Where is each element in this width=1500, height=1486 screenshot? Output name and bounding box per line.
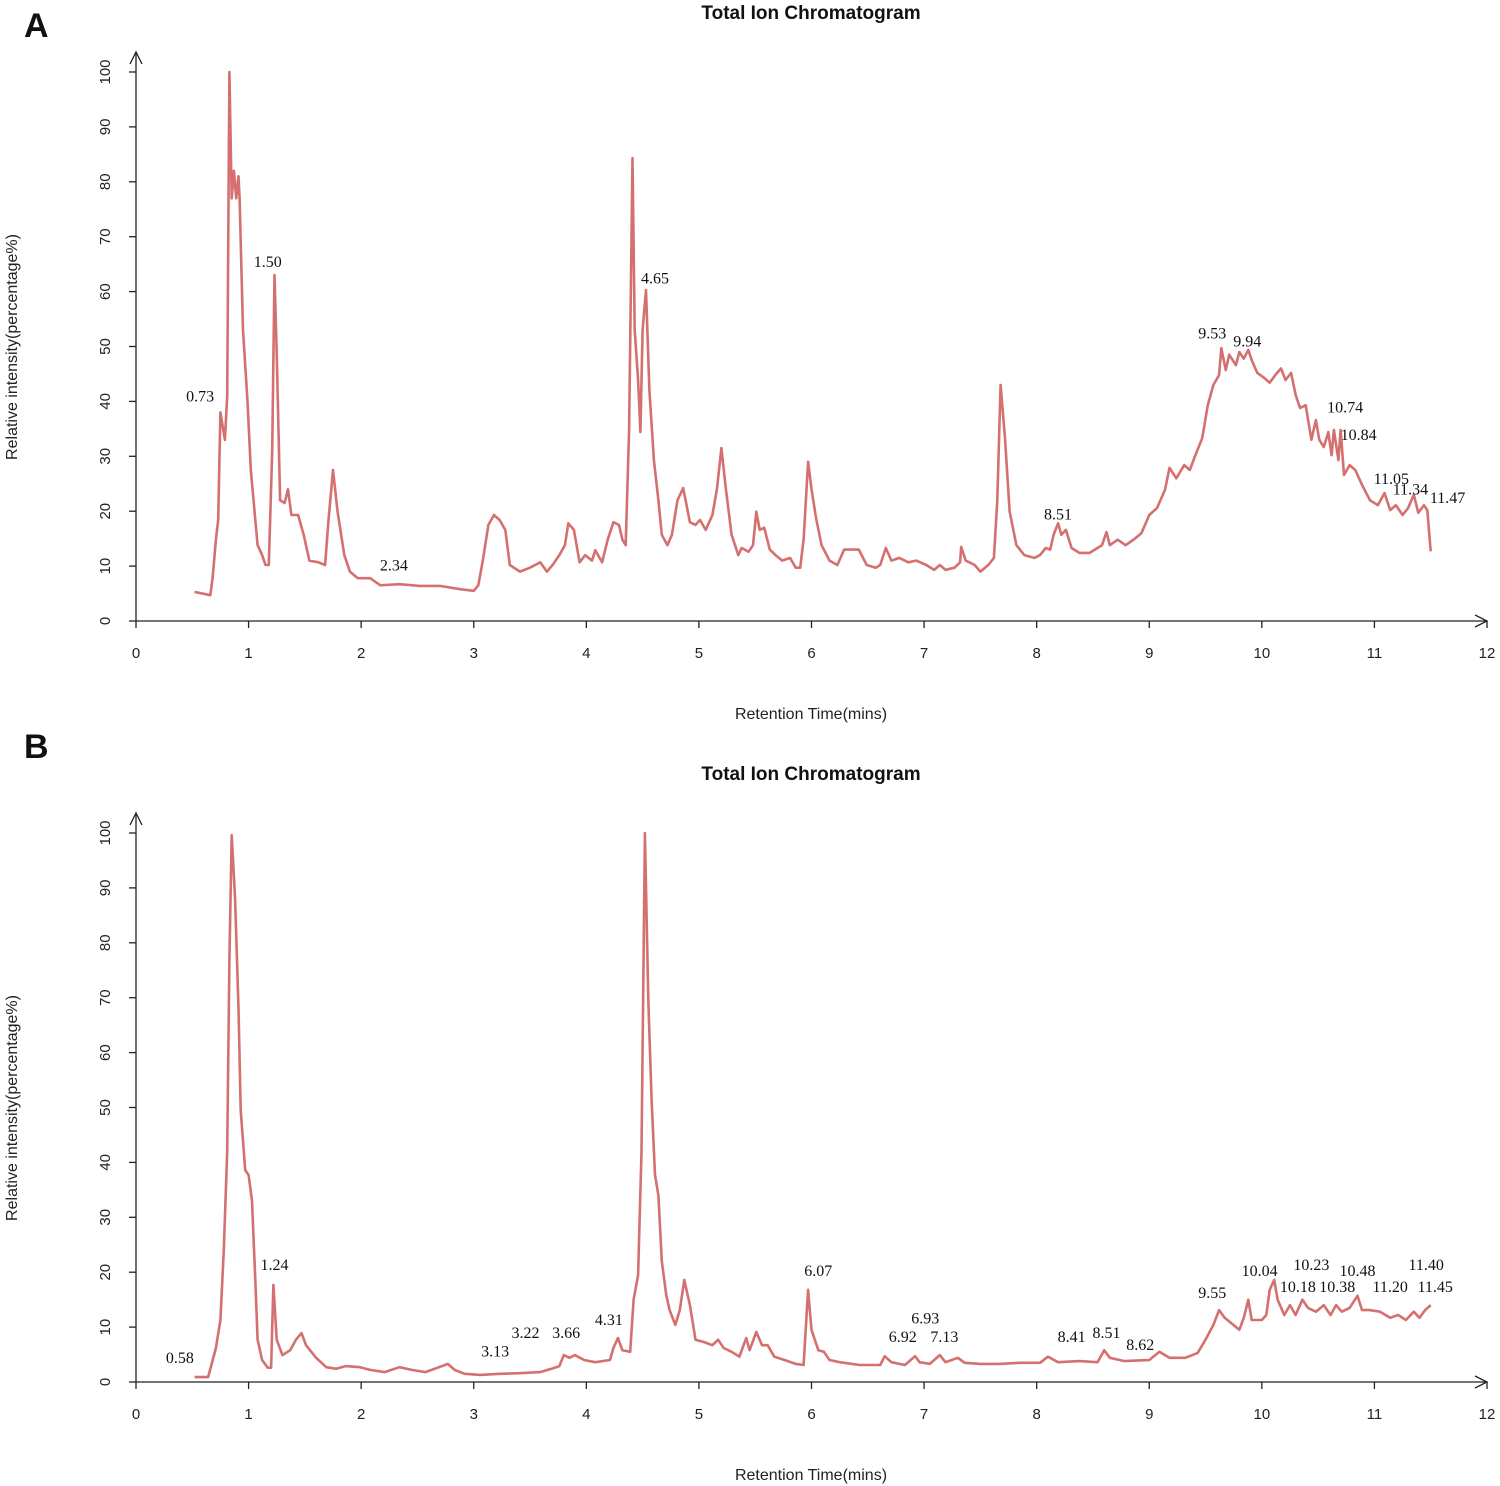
panel-b: B Total Ion Chromatogram Retention Time(… [4,728,1495,1484]
y-tick-label: 10 [97,1319,114,1336]
y-tick-label: 60 [97,283,114,300]
peak-annotation: 8.62 [1126,1337,1154,1354]
peak-annotation: 1.50 [254,254,282,271]
peak-annotation: 10.48 [1340,1263,1376,1280]
plot-area: 0 1 2 3 4 5 6 7 8 9 10 11 1201020304050607080901000.… [97,50,1496,662]
chromatogram-trace [194,831,1432,1379]
peak-annotation: 11.05 [1374,471,1409,488]
peak-annotation: 0.58 [166,1350,194,1367]
x-tick-label: 11 [1367,1406,1383,1423]
peak-annotation: 3.22 [512,1325,540,1342]
peak-annotation: 8.41 [1058,1329,1086,1346]
chart-title: Total Ion Chromatogram [701,3,920,24]
panel-label: A [24,7,49,45]
y-tick-label: 40 [97,393,114,410]
y-tick-label: 20 [97,503,114,520]
x-tick-label: 0 [132,645,140,662]
y-axis-label: Relative intensity(percentage%) [4,234,21,460]
x-tick-label: 8 [1032,1406,1040,1423]
x-axis-label: Retention Time(mins) [735,1467,887,1484]
y-tick-label: 80 [97,934,114,951]
peak-annotation: 10.18 [1280,1279,1316,1296]
y-tick-label: 90 [97,119,114,136]
y-tick-label: 100 [97,59,114,84]
peak-annotation: 10.84 [1341,427,1377,444]
y-tick-label: 90 [97,880,114,897]
chart-title: Total Ion Chromatogram [701,764,920,785]
peak-annotation: 9.55 [1198,1285,1226,1302]
x-tick-label: 9 [1145,1406,1153,1423]
x-tick-label: 2 [357,1406,365,1423]
peak-annotation: 9.53 [1198,325,1226,342]
x-tick-label: 1 [244,1406,252,1423]
x-tick-label: 2 [357,645,365,662]
x-tick-label: 10 [1253,1406,1270,1423]
peak-annotation: 11.20 [1372,1279,1407,1296]
x-tick-label: 4 [582,645,590,662]
x-axis-label: Retention Time(mins) [735,706,887,723]
x-tick-label: 3 [470,645,478,662]
peak-annotation: 4.31 [595,1312,623,1329]
y-axis-arrow-icon [129,811,143,826]
x-tick-label: 8 [1032,645,1040,662]
x-tick-label: 5 [695,645,703,662]
peak-annotation: 4.65 [641,270,669,287]
peak-annotation: 6.07 [804,1263,832,1280]
y-tick-label: 30 [97,448,114,465]
x-tick-label: 3 [470,1406,478,1423]
y-tick-label: 40 [97,1154,114,1171]
y-tick-label: 50 [97,338,114,355]
peak-annotation: 0.73 [186,388,214,405]
y-tick-label: 10 [97,558,114,575]
y-tick-label: 80 [97,173,114,190]
y-tick-label: 100 [97,820,114,845]
y-tick-label: 20 [97,1264,114,1281]
x-tick-label: 11 [1367,645,1383,662]
peak-annotation: 11.45 [1418,1279,1453,1296]
peak-annotation: 10.04 [1242,1263,1278,1280]
x-tick-label: 0 [132,1406,140,1423]
peak-annotation: 6.93 [911,1310,939,1327]
peak-annotation: 10.38 [1319,1279,1355,1296]
x-tick-label: 6 [807,1406,815,1423]
x-tick-label: 12 [1479,645,1496,662]
peak-annotation: 3.13 [481,1344,509,1361]
peak-annotation: 7.13 [930,1329,958,1346]
peak-annotation: 10.74 [1327,399,1363,416]
x-tick-label: 6 [807,645,815,662]
peak-annotation: 10.23 [1293,1257,1329,1274]
chromatogram-trace [194,70,1432,597]
x-tick-label: 4 [582,1406,590,1423]
peak-annotation: 3.66 [552,1325,580,1342]
y-tick-label: 0 [97,617,114,625]
x-tick-label: 12 [1479,1406,1496,1423]
x-tick-label: 7 [920,645,928,662]
peak-annotation: 11.40 [1409,1257,1444,1274]
panel-label: B [24,728,49,766]
y-tick-label: 70 [97,989,114,1006]
y-tick-label: 30 [97,1209,114,1226]
y-tick-label: 50 [97,1099,114,1116]
x-tick-label: 5 [695,1406,703,1423]
y-axis-arrow-icon [129,50,143,65]
peak-annotation: 9.94 [1233,334,1261,351]
peak-annotation: 2.34 [380,557,408,574]
x-tick-label: 1 [244,645,252,662]
peak-annotation: 11.47 [1430,490,1465,507]
peak-annotation: 8.51 [1044,506,1072,523]
peak-annotation: 8.51 [1092,1325,1120,1342]
y-tick-label: 70 [97,228,114,245]
plot-area: 0 1 2 3 4 5 6 7 8 9 10 11 1201020304050607080901000.… [97,811,1496,1423]
peak-annotation: 1.24 [260,1257,288,1274]
x-tick-label: 7 [920,1406,928,1423]
peak-annotation: 11.34 [1393,482,1428,499]
peak-annotation: 6.92 [889,1329,917,1346]
x-tick-label: 10 [1253,645,1270,662]
y-tick-label: 60 [97,1044,114,1061]
x-tick-label: 9 [1145,645,1153,662]
y-tick-label: 0 [97,1378,114,1386]
y-axis-label: Relative intensity(percentage%) [4,995,21,1221]
panel-a: A Total Ion Chromatogram Retention Time(… [4,3,1495,723]
